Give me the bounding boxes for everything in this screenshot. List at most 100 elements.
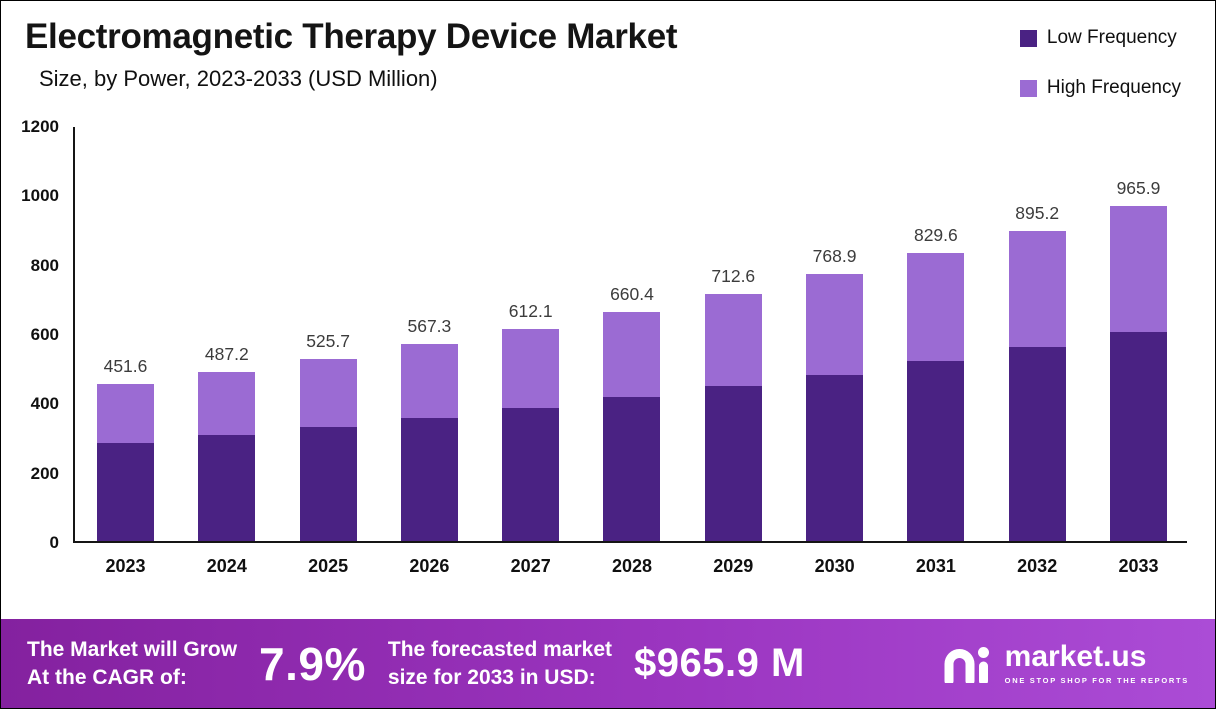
bar-total-label: 965.9 xyxy=(1116,178,1161,199)
page-subtitle: Size, by Power, 2023-2033 (USD Million) xyxy=(39,66,438,91)
bar-stack xyxy=(400,344,458,541)
x-axis-label: 2029 xyxy=(713,556,754,576)
bar-segment-low-frequency xyxy=(806,374,864,541)
brand-text: market.us ONE STOP SHOP FOR THE REPORTS xyxy=(1004,640,1189,686)
bar-stack xyxy=(704,293,762,541)
bar-segment-low-frequency xyxy=(198,435,256,541)
legend-label-low-frequency: Low Frequency xyxy=(1046,27,1177,48)
legend: Low Frequency High Frequency xyxy=(1019,27,1181,99)
bar-stack xyxy=(603,312,661,541)
cagr-label-line2: At the CAGR of: xyxy=(27,665,187,689)
cagr-value: 7.9% xyxy=(259,637,366,690)
cagr-label-line1: The Market will Grow xyxy=(27,638,238,662)
bar-segment-high-frequency xyxy=(400,344,458,418)
bar-segment-low-frequency xyxy=(299,426,357,541)
bar-segment-high-frequency xyxy=(1109,206,1167,333)
brand-name: market.us xyxy=(1004,640,1147,673)
bar-stack xyxy=(806,274,864,541)
x-axis-label: 2025 xyxy=(308,556,349,576)
legend-item-high-frequency: High Frequency xyxy=(1019,77,1181,99)
bar-group: 895.2 2032 xyxy=(1008,127,1066,576)
bar-stack xyxy=(1109,206,1167,541)
bar-segment-high-frequency xyxy=(299,358,357,427)
bar-group: 660.4 2028 xyxy=(603,127,661,576)
bar-segment-high-frequency xyxy=(603,312,661,398)
brand-tagline: ONE STOP SHOP FOR THE REPORTS xyxy=(1004,676,1189,685)
bar-total-label: 451.6 xyxy=(103,356,148,377)
marketus-logo-icon xyxy=(944,646,989,683)
y-axis-tick: 400 xyxy=(30,394,59,414)
bar-segment-low-frequency xyxy=(907,361,965,541)
y-axis-tick: 800 xyxy=(30,255,59,275)
bar-segment-low-frequency xyxy=(1008,346,1066,541)
legend-swatch-low-frequency-icon xyxy=(1019,29,1037,47)
x-axis-label: 2026 xyxy=(409,556,450,576)
bar-segment-high-frequency xyxy=(97,384,154,443)
cagr-label: The Market will Grow At the CAGR of: xyxy=(27,636,237,691)
bar-stack xyxy=(502,328,560,541)
bar-group: 487.2 2024 xyxy=(198,127,256,576)
bar-segment-low-frequency xyxy=(400,417,458,541)
y-axis-tick: 0 xyxy=(49,533,59,552)
marketus-brand: market.us ONE STOP SHOP FOR THE REPORTS xyxy=(942,642,1189,685)
legend-label-high-frequency: High Frequency xyxy=(1046,77,1181,98)
bar-segment-high-frequency xyxy=(806,274,864,375)
x-axis-label: 2032 xyxy=(1017,556,1058,576)
bar-segment-high-frequency xyxy=(198,372,256,436)
bar-segment-high-frequency xyxy=(1008,230,1066,347)
forecast-label: The forecasted market size for 2033 in U… xyxy=(388,636,612,691)
bar-segment-low-frequency xyxy=(603,397,661,541)
forecast-label-line1: The forecasted market xyxy=(387,638,612,662)
bar-segment-high-frequency xyxy=(502,328,560,408)
x-axis-label: 2030 xyxy=(814,556,855,576)
x-axis-label: 2031 xyxy=(915,556,956,576)
bar-stack xyxy=(198,372,256,541)
bar-segment-low-frequency xyxy=(1109,332,1167,541)
footer-banner: The Market will Grow At the CAGR of: 7.9… xyxy=(1,619,1215,708)
bar-group: 965.9 2033 xyxy=(1109,127,1167,576)
bar-total-label: 829.6 xyxy=(913,225,958,246)
title-block: Electromagnetic Therapy Device Market Si… xyxy=(25,17,678,99)
bar-stack xyxy=(1008,230,1066,541)
x-axis-label: 2028 xyxy=(611,556,653,576)
x-axis-label: 2033 xyxy=(1118,556,1159,576)
bar-stack xyxy=(97,384,154,541)
legend-item-low-frequency: Low Frequency xyxy=(1019,27,1181,49)
bar-segment-low-frequency xyxy=(502,407,560,541)
bar-segment-high-frequency xyxy=(704,293,762,387)
page-title: Electromagnetic Therapy Device Market xyxy=(25,17,678,56)
y-axis: 0 200 400 600 800 1000 1200 xyxy=(11,117,73,552)
bar-stack xyxy=(907,253,965,541)
bar-segment-high-frequency xyxy=(907,253,965,362)
bar-segment-low-frequency xyxy=(97,442,154,541)
bar-group: 829.6 2031 xyxy=(907,127,965,576)
bar-group: 525.7 2025 xyxy=(299,127,357,576)
bar-total-label: 768.9 xyxy=(812,246,857,267)
y-axis-tick: 600 xyxy=(30,325,59,344)
x-axis-label: 2023 xyxy=(105,556,146,576)
bar-total-label: 487.2 xyxy=(204,344,249,365)
bar-total-label: 712.6 xyxy=(711,265,756,286)
x-axis-label: 2024 xyxy=(206,556,247,576)
y-axis-tick: 1000 xyxy=(21,186,59,206)
bar-total-label: 525.7 xyxy=(306,330,350,351)
bar-total-label: 660.4 xyxy=(610,284,654,305)
bar-stack xyxy=(299,358,357,541)
plot-area: 451.6 2023 487.2 2024 525.7 2025 567.3 2026 612.… xyxy=(73,127,1187,576)
stacked-bar-chart: 0 200 400 600 800 1000 1200 451.6 2023 487.2 2024… xyxy=(11,117,1187,576)
bar-group: 567.3 2026 xyxy=(400,127,458,576)
bar-group: 612.1 2027 xyxy=(502,127,560,576)
y-axis-tick: 1200 xyxy=(21,117,59,136)
bar-segment-low-frequency xyxy=(704,386,762,541)
forecast-value: $965.9 M xyxy=(634,641,805,685)
bar-total-label: 612.1 xyxy=(508,300,553,321)
bar-group: 451.6 2023 xyxy=(97,127,154,576)
x-axis-label: 2027 xyxy=(510,556,551,576)
bar-total-label: 895.2 xyxy=(1015,202,1060,223)
forecast-label-line2: size for 2033 in USD: xyxy=(387,665,596,689)
bar-group: 712.6 2029 xyxy=(704,127,762,576)
bar-group: 768.9 2030 xyxy=(806,127,864,576)
y-axis-tick: 200 xyxy=(30,463,59,483)
header: Electromagnetic Therapy Device Market Si… xyxy=(1,1,1215,99)
